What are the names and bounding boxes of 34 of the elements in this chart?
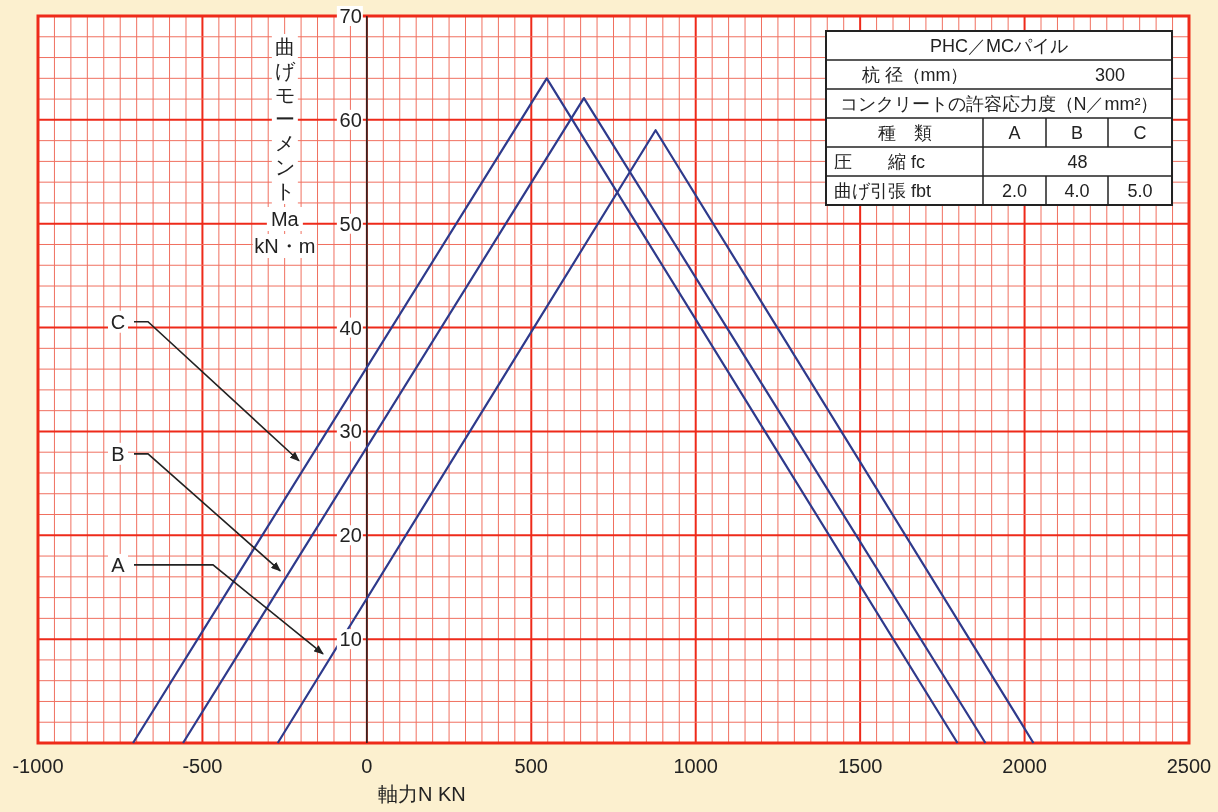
x-tick-label: 2000: [1002, 755, 1047, 777]
annotation: 種 類: [877, 123, 932, 143]
annotation: B: [111, 442, 125, 465]
annotation: 4.0: [1064, 181, 1090, 201]
annotation: 48: [1067, 152, 1088, 172]
x-tick-label: -500: [182, 755, 223, 777]
annotation: A: [111, 553, 126, 576]
y-tick-label: 40: [339, 316, 362, 339]
annotation: 圧 縮 fc: [834, 152, 926, 172]
annotation: PHC／MCパイル: [930, 36, 1068, 56]
annotation: C: [110, 310, 126, 333]
annotation: 5.0: [1127, 181, 1153, 201]
y-tick-label: 30: [339, 420, 362, 443]
y-tick-label: 20: [339, 524, 362, 547]
x-tick-label: 500: [514, 755, 548, 777]
annotation: 杭 径（mm）: [860, 65, 969, 85]
annotation: コンクリートの許容応力度（N／mm²）: [839, 94, 1159, 114]
text: 曲げモーメント Ma kN・m: [254, 36, 316, 257]
annotation: 300: [1094, 65, 1126, 85]
x-tick-label: -1000: [12, 755, 64, 777]
x-tick-label: 1500: [837, 755, 883, 777]
x-axis-title: 軸力N KN: [377, 783, 466, 805]
annotation: 2.0: [1001, 181, 1028, 201]
x-tick-label: 2500: [1166, 755, 1212, 777]
annotation: B: [1070, 123, 1084, 143]
y-tick-label: 70: [339, 5, 362, 27]
annotation: 曲げ引張 fbt: [834, 181, 932, 201]
y-tick-label: 50: [339, 212, 362, 235]
x-tick-label: 1000: [673, 755, 718, 777]
annotation: A: [1008, 123, 1021, 143]
annotation: C: [1133, 123, 1147, 143]
x-tick-label: 0: [361, 755, 373, 777]
y-tick-label: 60: [339, 108, 362, 131]
y-tick-label: 10: [339, 628, 362, 651]
